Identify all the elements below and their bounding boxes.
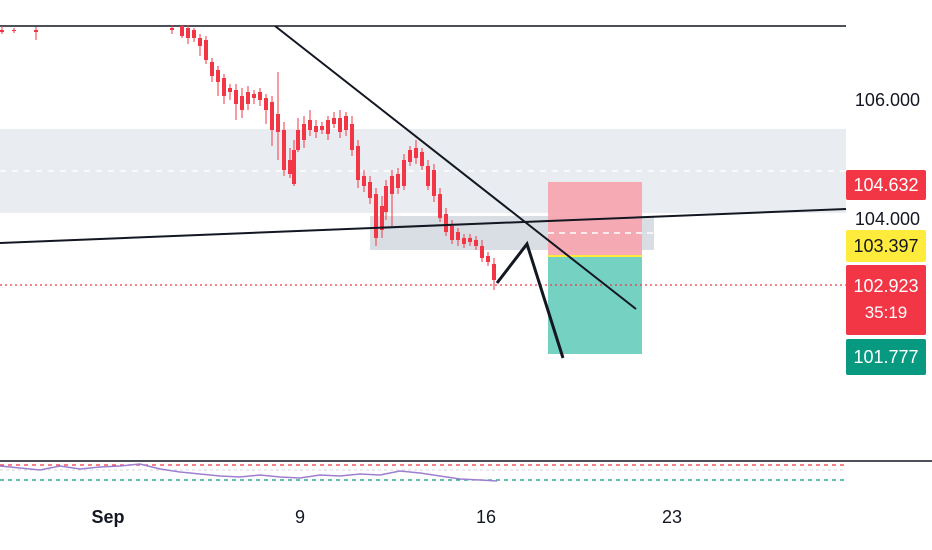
projection-path[interactable] xyxy=(495,240,565,359)
candle-body xyxy=(288,160,292,174)
candle-body xyxy=(192,30,196,38)
candle-body xyxy=(314,126,318,132)
candle-body xyxy=(368,182,372,198)
candle-body xyxy=(456,232,460,240)
candle-body xyxy=(450,226,454,240)
current-price-value: 102.923 xyxy=(853,276,919,296)
candle-body xyxy=(296,130,300,150)
candle-body xyxy=(390,176,394,194)
candle-body xyxy=(414,148,418,158)
countdown: 35:19 xyxy=(864,303,908,322)
candle-body xyxy=(444,214,448,232)
candle-body xyxy=(216,70,220,82)
candle-body xyxy=(468,238,472,242)
take-profit-zone[interactable] xyxy=(548,256,642,354)
candle-body xyxy=(234,90,238,104)
candles xyxy=(0,25,496,290)
x-tick-sep: Sep xyxy=(91,507,125,527)
y-tick-104: 104.000 xyxy=(854,209,920,229)
candle-body xyxy=(204,40,208,60)
x-tick-23: 23 xyxy=(661,507,683,527)
candle-body xyxy=(198,38,202,46)
candle-body xyxy=(374,194,378,238)
x-tick-9: 9 xyxy=(294,507,306,527)
candle-body xyxy=(246,92,250,104)
candle-body xyxy=(240,96,244,110)
entry-badge: 103.397 xyxy=(846,230,926,262)
candle-body xyxy=(438,194,442,218)
x-tick-16: 16 xyxy=(475,507,497,527)
candle-body xyxy=(480,246,484,258)
candle-body xyxy=(228,88,232,92)
candle-body xyxy=(486,256,490,262)
candle-body xyxy=(356,146,360,180)
candle-body xyxy=(302,124,306,140)
candle-body xyxy=(222,78,226,96)
y-tick-106: 106.000 xyxy=(854,90,920,110)
candle-body xyxy=(420,152,424,166)
candle-body xyxy=(170,28,174,30)
candle-body xyxy=(396,174,400,188)
rising-trend-line[interactable] xyxy=(0,208,847,244)
candle-body xyxy=(474,240,478,246)
oscillator-line xyxy=(0,463,498,482)
candle-body xyxy=(332,118,336,124)
current-price-badge: 102.923 35:19 xyxy=(846,265,926,335)
candle-body xyxy=(380,206,384,230)
candle-body xyxy=(282,130,286,170)
candle-body xyxy=(180,26,184,36)
candle-body xyxy=(362,176,366,186)
candle-body xyxy=(210,62,214,76)
candle-body xyxy=(258,92,262,100)
take-profit-badge: 101.777 xyxy=(846,339,926,375)
candle-body xyxy=(492,264,496,280)
candle-body xyxy=(276,114,280,132)
falling-trend-line[interactable] xyxy=(274,25,637,310)
stop-loss-badge: 104.632 xyxy=(846,170,926,200)
candle-body xyxy=(326,120,330,134)
candle-body xyxy=(186,28,190,38)
candle-body xyxy=(462,238,466,244)
time-axis[interactable]: Sep 9 16 23 xyxy=(0,495,846,535)
candle-body xyxy=(264,98,268,110)
candle-body xyxy=(320,126,324,130)
candle-body xyxy=(338,118,342,132)
candle-body xyxy=(270,102,274,130)
candle-body xyxy=(432,170,436,196)
candle-body xyxy=(252,94,256,98)
candle-body xyxy=(350,124,354,150)
price-axis[interactable]: 106.000 104.000 xyxy=(846,0,932,460)
candle-body xyxy=(426,166,430,186)
candle-body xyxy=(308,120,312,130)
candle-body xyxy=(292,150,296,184)
candle-body xyxy=(12,30,16,31)
candle-body xyxy=(402,160,406,186)
candle-body xyxy=(384,186,388,212)
candle-body xyxy=(408,150,412,162)
candle-body xyxy=(34,30,38,32)
candle-body xyxy=(0,30,4,32)
candle-body xyxy=(344,116,348,130)
